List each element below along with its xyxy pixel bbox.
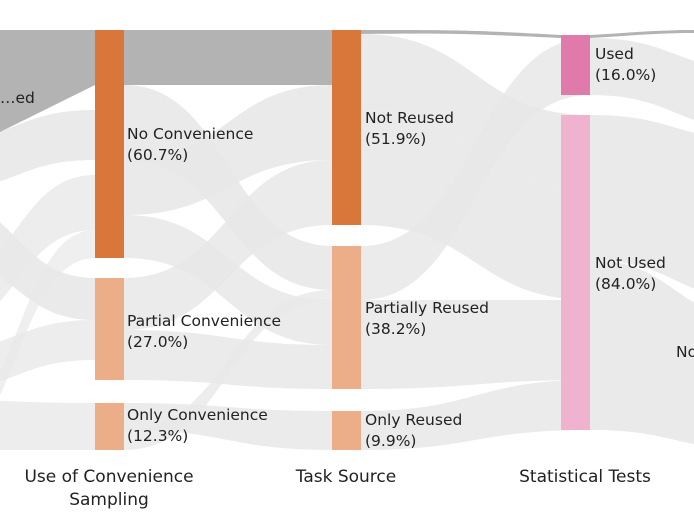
pct-not-reused: (51.9%) (365, 130, 426, 148)
flow-s0-conv-e (0, 400, 95, 451)
pct-only-convenience: (12.3%) (127, 427, 188, 445)
pct-no-convenience: (60.7%) (127, 146, 188, 164)
flow-stage0-to-no-convenience (0, 30, 95, 132)
title-task-source: Task Source (295, 467, 396, 487)
title-convenience-line2: Sampling (69, 490, 149, 510)
pct-partially-reused: (38.2%) (365, 320, 426, 338)
flow-s0-conv-a (0, 110, 95, 182)
flow-s0-conv-c (0, 175, 95, 302)
node-bar-no-convenience (95, 30, 124, 258)
node-bar-used (561, 35, 590, 95)
label-partially-reused: Partially Reused (365, 299, 489, 317)
flow-conv-task-b (124, 85, 332, 215)
title-statistical-tests: Statistical Tests (519, 467, 651, 487)
label-used: Used (595, 45, 634, 63)
flow-conv-task-g (124, 290, 332, 450)
node-bar-not-reused (332, 30, 361, 225)
flow-task-stat-c (361, 38, 590, 300)
node-bar-partially-reused (332, 246, 361, 389)
label-stage0: …ed (0, 89, 35, 107)
flow-stat-s4-a (590, 38, 694, 120)
node-bar-only-reused (332, 411, 361, 450)
flow-conv-task-e (124, 330, 332, 389)
flow-links (0, 34, 694, 451)
flow-task-stat-e (361, 380, 590, 450)
node-labels: …ed No Convenience (60.7%) Partial Conve… (0, 45, 694, 450)
label-not-used: Not Used (595, 254, 666, 272)
title-convenience-line1: Use of Convenience (24, 467, 193, 487)
flow-stat-s4-b (590, 115, 694, 289)
flow-task-stat-b (361, 110, 590, 300)
flow-used-onward (590, 30, 694, 38)
stage-titles: Use of Convenience Sampling Task Source … (24, 467, 651, 510)
node-bar-not-used (561, 115, 590, 430)
node-bar-partial-convenience (95, 278, 124, 380)
flow-not-reused-to-used (361, 30, 561, 38)
pct-not-used: (84.0%) (595, 275, 656, 293)
pct-partial-convenience: (27.0%) (127, 333, 188, 351)
flow-conv-task-d (124, 160, 332, 330)
label-stage4: No (676, 343, 694, 361)
label-only-reused: Only Reused (365, 411, 462, 429)
flow-stat-s4-c (590, 260, 694, 445)
pct-used: (16.0%) (595, 66, 656, 84)
label-no-convenience: No Convenience (127, 125, 253, 143)
flow-s0-conv-f (0, 230, 95, 395)
label-only-convenience: Only Convenience (127, 406, 268, 424)
label-partial-convenience: Partial Convenience (127, 312, 281, 330)
node-bar-only-convenience (95, 403, 124, 450)
pct-only-reused: (9.9%) (365, 432, 416, 450)
flow-task-stat-a (361, 34, 590, 190)
label-not-reused: Not Reused (365, 109, 454, 127)
flow-conv-task-f (124, 403, 332, 450)
flow-task-stat-d (361, 300, 590, 389)
flow-no-convenience-to-not-reused (123, 30, 332, 85)
